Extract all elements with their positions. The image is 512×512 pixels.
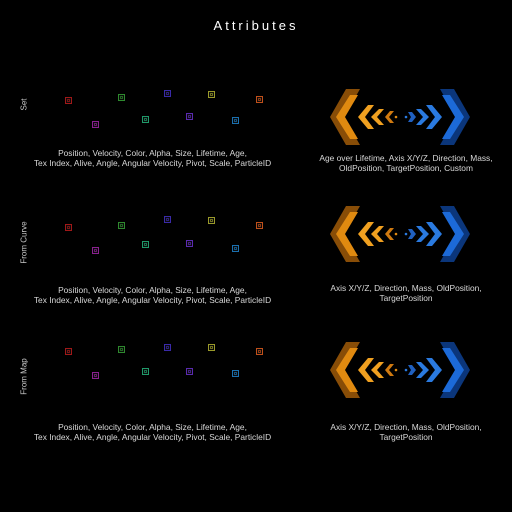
attributes-list-extra: Axis X/Y/Z, Direction, Mass, OldPosition… bbox=[300, 283, 512, 303]
particle-icon bbox=[92, 247, 99, 254]
attributes-line: Axis X/Y/Z, Direction, Mass, OldPosition… bbox=[330, 422, 482, 432]
center-dots-icon bbox=[394, 115, 408, 119]
particle-icon bbox=[65, 97, 72, 104]
orange-chevrons-icon bbox=[330, 89, 394, 145]
row-from-map: From Map Position, Velocity, Color, Alph… bbox=[0, 342, 512, 477]
attributes-list: Position, Velocity, Color, Alpha, Size, … bbox=[0, 285, 305, 305]
particle-icon bbox=[256, 96, 263, 103]
particle-icon bbox=[186, 240, 193, 247]
chevrons-graphic bbox=[330, 206, 470, 262]
particle-icon bbox=[92, 121, 99, 128]
center-dots-icon bbox=[394, 232, 408, 236]
row-label: Set bbox=[19, 98, 29, 111]
row-set: Set Position, Velocity, Color, Alpha, Si… bbox=[0, 75, 512, 210]
attributes-list: Position, Velocity, Color, Alpha, Size, … bbox=[0, 422, 305, 442]
particle-icon bbox=[208, 344, 215, 351]
attributes-list-extra: Axis X/Y/Z, Direction, Mass, OldPosition… bbox=[300, 422, 512, 442]
orange-chevrons-icon bbox=[330, 342, 394, 398]
attributes-line: TargetPosition bbox=[379, 432, 433, 442]
particle-icon bbox=[208, 91, 215, 98]
particle-icon bbox=[256, 222, 263, 229]
center-dots-icon bbox=[394, 368, 408, 372]
attributes-line: Position, Velocity, Color, Alpha, Size, … bbox=[58, 422, 247, 432]
attributes-line: Tex Index, Alive, Angle, Angular Velocit… bbox=[33, 295, 272, 305]
particle-icon bbox=[142, 116, 149, 123]
particle-icon bbox=[65, 348, 72, 355]
particle-icon bbox=[142, 241, 149, 248]
attributes-line: Tex Index, Alive, Angle, Angular Velocit… bbox=[33, 158, 272, 168]
particle-icon bbox=[92, 372, 99, 379]
particle-icon bbox=[164, 344, 171, 351]
row-label: From Map bbox=[19, 358, 29, 395]
attributes-list-extra: Age over Lifetime, Axis X/Y/Z, Direction… bbox=[300, 153, 512, 173]
blue-chevrons-icon bbox=[408, 89, 470, 145]
chevrons-graphic bbox=[330, 342, 470, 398]
particle-icon bbox=[118, 94, 125, 101]
particle-strip bbox=[40, 75, 300, 155]
particle-icon bbox=[118, 346, 125, 353]
attributes-line: OldPosition, TargetPosition, Custom bbox=[339, 163, 473, 173]
particle-icon bbox=[164, 216, 171, 223]
attributes-line: Tex Index, Alive, Angle, Angular Velocit… bbox=[33, 432, 272, 442]
blue-chevrons-icon bbox=[408, 206, 470, 262]
attributes-line: Age over Lifetime, Axis X/Y/Z, Direction… bbox=[319, 153, 493, 163]
attributes-line: TargetPosition bbox=[379, 293, 433, 303]
particle-icon bbox=[164, 90, 171, 97]
attributes-line: Position, Velocity, Color, Alpha, Size, … bbox=[58, 148, 247, 158]
particle-icon bbox=[142, 368, 149, 375]
orange-chevrons-icon bbox=[330, 206, 394, 262]
particle-icon bbox=[118, 222, 125, 229]
particle-icon bbox=[186, 368, 193, 375]
row-label: From Curve bbox=[19, 221, 29, 264]
particle-icon bbox=[208, 217, 215, 224]
particle-icon bbox=[232, 245, 239, 252]
particle-strip bbox=[40, 210, 300, 290]
attributes-line: Position, Velocity, Color, Alpha, Size, … bbox=[58, 285, 247, 295]
page-title: Attributes bbox=[213, 18, 299, 33]
particle-icon bbox=[256, 348, 263, 355]
row-from-curve: From Curve Position, Velocity, Color, Al… bbox=[0, 206, 512, 345]
particle-icon bbox=[232, 117, 239, 124]
blue-chevrons-icon bbox=[408, 342, 470, 398]
chevrons-graphic bbox=[330, 89, 470, 145]
particle-strip bbox=[40, 342, 300, 422]
attributes-line: Axis X/Y/Z, Direction, Mass, OldPosition… bbox=[330, 283, 482, 293]
particle-icon bbox=[232, 370, 239, 377]
particle-icon bbox=[65, 224, 72, 231]
particle-icon bbox=[186, 113, 193, 120]
attributes-list: Position, Velocity, Color, Alpha, Size, … bbox=[0, 148, 305, 168]
